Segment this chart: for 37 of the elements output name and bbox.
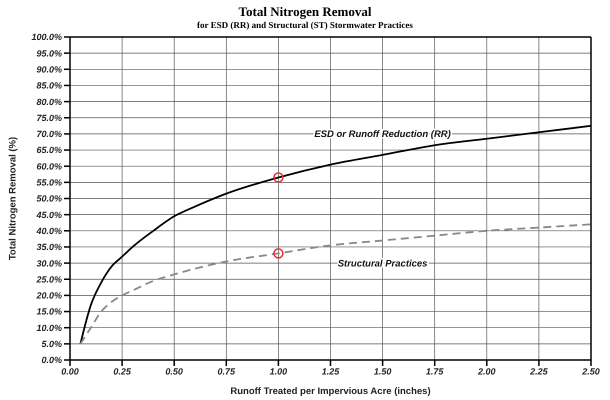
- y-tick-label: 25.0%: [35, 274, 62, 284]
- y-tick-label: 30.0%: [36, 258, 62, 268]
- y-tick-label: 0.0%: [41, 355, 62, 366]
- y-tick-label: 5.0%: [41, 339, 62, 350]
- x-tick-label: 1.25: [322, 366, 340, 376]
- y-tick-label: 80.0%: [36, 96, 62, 107]
- x-tick-label: 1.00: [270, 366, 288, 376]
- x-tick-label: 2.25: [529, 366, 549, 376]
- x-tick-label: 2.50: [581, 366, 600, 376]
- y-axis-title: Total Nitrogen Removal (%): [7, 136, 18, 260]
- y-tick-label: 75.0%: [36, 112, 62, 123]
- x-tick-label: 0.00: [61, 366, 79, 376]
- y-tick-label: 20.0%: [35, 290, 62, 301]
- y-tick-label: 35.0%: [36, 242, 62, 252]
- y-tick-label: 85.0%: [36, 80, 62, 91]
- x-tick-label: 0.25: [113, 366, 132, 376]
- y-tick-label: 55.0%: [36, 178, 62, 188]
- y-tick-label: 95.0%: [36, 48, 62, 58]
- chart-title: Total Nitrogen Removal: [238, 4, 372, 20]
- x-tick-label: 1.50: [374, 366, 392, 376]
- x-tick-label: 0.50: [165, 366, 183, 376]
- y-tick-label: 45.0%: [35, 210, 62, 220]
- x-tick-label: 1.75: [426, 366, 444, 376]
- y-tick-label: 15.0%: [36, 306, 62, 317]
- x-axis-title: Runoff Treated per Impervious Acre (inches): [230, 386, 431, 397]
- y-tick-label: 40.0%: [35, 226, 62, 236]
- y-tick-label: 10.0%: [36, 322, 62, 333]
- y-tick-label: 60.0%: [36, 161, 62, 172]
- y-tick-label: 70.0%: [36, 129, 62, 140]
- line-series: [80, 223, 591, 345]
- y-tick-label: 65.0%: [36, 145, 62, 156]
- y-tick-label: 50.0%: [36, 194, 62, 204]
- chart-subtitle: for ESD (RR) and Structural (ST) Stormwater Practices: [196, 20, 414, 30]
- y-tick-label: 90.0%: [36, 64, 62, 74]
- x-tick-label: 2.00: [477, 366, 496, 376]
- y-tick-label: 100.0%: [31, 32, 62, 42]
- x-tick-label: 0.75: [218, 366, 236, 376]
